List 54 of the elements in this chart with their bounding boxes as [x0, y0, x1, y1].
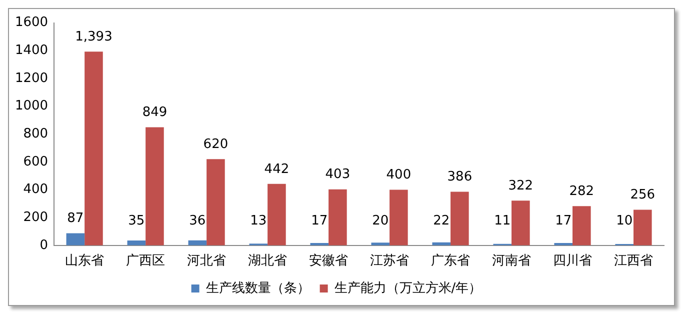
y-tick-label: 200 — [23, 210, 48, 225]
data-label: 322 — [508, 178, 534, 194]
x-tick-label: 河南省 — [492, 254, 532, 269]
data-label: 256 — [630, 188, 656, 203]
bar — [450, 192, 469, 246]
bar — [84, 52, 103, 246]
x-tick-label: 湖北省 — [248, 254, 288, 269]
legend-label: 生产线数量（条） — [206, 280, 310, 296]
data-label: 442 — [264, 162, 290, 177]
data-label: 403 — [325, 167, 350, 182]
y-tick-label: 600 — [23, 154, 48, 170]
x-tick-label: 江西省 — [614, 254, 654, 269]
data-label: 35 — [128, 213, 145, 228]
data-label: 20 — [372, 213, 389, 228]
bar — [268, 184, 286, 246]
data-label: 10 — [616, 213, 633, 228]
x-tick-label: 河北省 — [187, 254, 226, 269]
y-tick-label: 400 — [23, 182, 48, 198]
bar — [127, 240, 146, 246]
bar — [206, 159, 225, 246]
data-label: 17 — [311, 213, 328, 228]
data-label: 13 — [250, 213, 267, 228]
y-tick-label: 1600 — [14, 15, 48, 30]
bar — [328, 189, 347, 246]
data-label: 386 — [447, 170, 472, 185]
y-tick-label: 0 — [40, 238, 48, 253]
bar — [572, 206, 591, 246]
data-label: 87 — [67, 211, 84, 226]
data-label: 36 — [189, 213, 206, 228]
data-label: 17 — [555, 213, 572, 228]
data-label: 849 — [142, 105, 168, 120]
data-label: 620 — [203, 137, 228, 152]
data-label: 282 — [569, 184, 594, 200]
data-label: 11 — [494, 213, 511, 228]
bar — [66, 233, 85, 246]
bar — [146, 127, 164, 246]
y-tick-label: 800 — [23, 126, 48, 142]
bar — [634, 210, 652, 246]
data-label: 1,393 — [75, 29, 112, 44]
x-tick-label: 江苏省 — [370, 254, 410, 269]
y-tick-label: 1400 — [14, 43, 48, 58]
x-tick-label: 安徽省 — [309, 252, 348, 269]
x-tick-label: 四川省 — [553, 254, 592, 269]
data-label: 400 — [386, 168, 412, 183]
y-tick-label: 1200 — [14, 70, 48, 86]
x-tick-label: 山东省 — [65, 254, 104, 269]
legend-label: 生产能力（万立方米/年） — [334, 280, 482, 296]
bar — [512, 200, 530, 246]
y-tick-label: 1000 — [14, 98, 48, 114]
bar — [371, 242, 390, 246]
x-tick-label: 广西区 — [126, 254, 166, 269]
data-label: 22 — [433, 213, 450, 228]
bar — [390, 190, 408, 246]
x-tick-label: 广东省 — [431, 254, 470, 269]
